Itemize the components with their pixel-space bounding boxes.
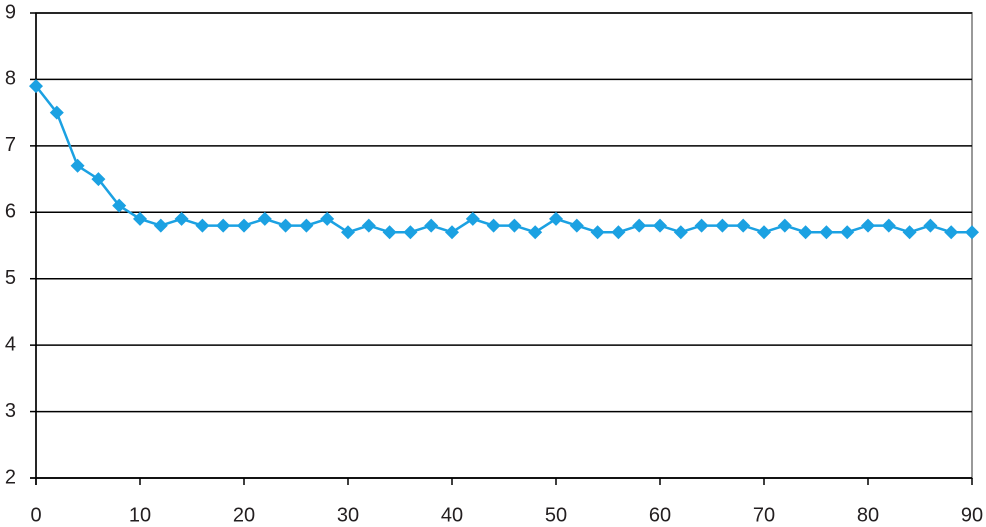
data-point [486,218,501,233]
x-tick-label: 20 [233,504,255,526]
plot-frame [35,12,973,479]
data-point [174,211,189,226]
data-point [361,218,376,233]
data-point [965,225,979,240]
y-tick-label: 5 [5,267,16,289]
y-tick-label: 4 [5,333,16,355]
data-point [153,218,168,233]
y-tick-label: 9 [5,1,16,23]
data-point [757,225,771,240]
data-point [777,218,792,233]
data-point [299,218,314,233]
data-point [798,225,813,240]
data-point [29,79,43,94]
x-tick-label: 60 [649,504,671,526]
data-point [465,211,480,226]
data-point [673,225,688,240]
y-tick-label: 2 [5,466,16,488]
x-tick-label: 30 [337,504,359,526]
data-point [278,218,293,233]
data-point [736,218,751,233]
data-point [632,218,647,233]
data-point [257,211,272,226]
x-tick-label: 0 [30,504,41,526]
data-point [403,225,418,240]
x-tick-label: 40 [441,504,463,526]
data-point [133,211,147,226]
data-point [507,218,522,233]
data-point [320,211,335,226]
data-point [445,225,459,240]
data-point [840,225,855,240]
data-point [923,218,938,233]
data-point [590,225,605,240]
data-point [902,225,917,240]
y-tick-label: 3 [5,400,16,422]
data-point [424,218,439,233]
data-point [549,211,563,226]
y-tick-label: 8 [5,68,16,90]
data-point [715,218,730,233]
data-point [528,225,543,240]
x-tick-label: 80 [857,504,879,526]
data-point [112,198,127,213]
data-point [861,218,875,233]
data-point [91,172,106,187]
data-point [70,158,85,173]
data-point [653,218,667,233]
data-point [944,225,959,240]
y-tick-label: 6 [5,201,16,223]
data-point [611,225,626,240]
x-tick-label: 90 [961,504,983,526]
data-point [569,218,584,233]
data-point [881,218,896,233]
y-tick-label: 7 [5,134,16,156]
data-line [35,85,972,234]
data-point [216,218,231,233]
data-point [382,225,397,240]
data-point [237,218,251,233]
data-point [694,218,709,233]
x-tick-label: 10 [129,504,151,526]
data-point [819,225,834,240]
data-point [49,105,64,120]
data-point [195,218,210,233]
x-tick-label: 50 [545,504,567,526]
data-point [341,225,355,240]
x-tick-label: 70 [753,504,775,526]
